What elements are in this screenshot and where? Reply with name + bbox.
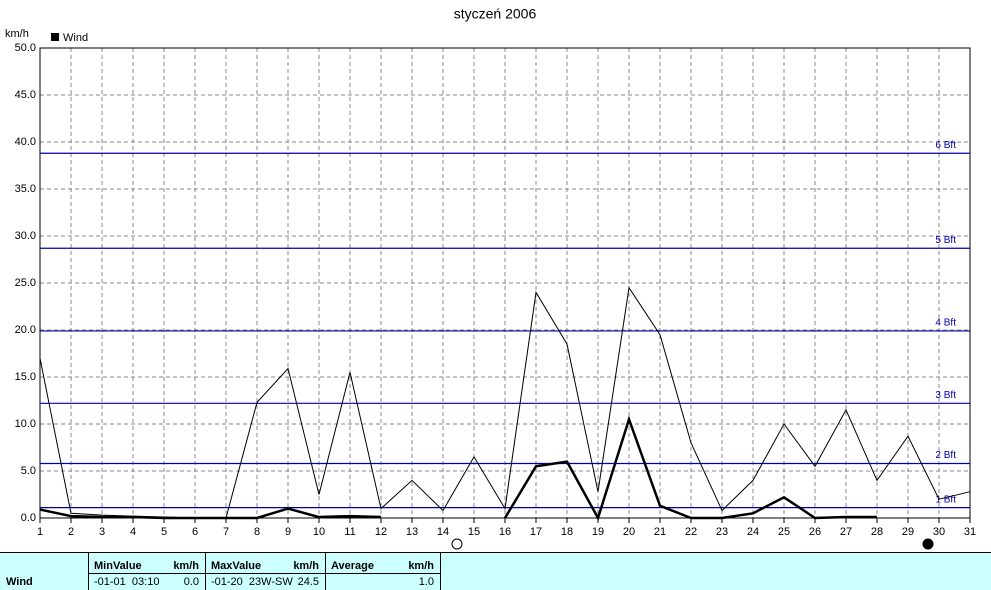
x-tick-label: 30 xyxy=(933,526,945,538)
x-tick-label: 10 xyxy=(313,526,325,538)
chart: styczeń 2006 km/h 0.0 5.0 10.0 15.0 20.0 25.0… xyxy=(5,6,976,550)
x-tick-label: 20 xyxy=(623,526,635,538)
reference-label: 5 Bft xyxy=(935,235,956,246)
y-tick-label: 5.0 xyxy=(21,465,36,477)
y-axis-label: km/h xyxy=(5,28,29,40)
y-tick-label: 45.0 xyxy=(15,89,36,101)
y-tick-label: 25.0 xyxy=(15,277,36,289)
table-cell: 1.0 xyxy=(418,576,434,588)
x-tick-label: 1 xyxy=(37,526,43,538)
x-tick-label: 23 xyxy=(716,526,728,538)
x-tick-label: 15 xyxy=(468,526,480,538)
y-tick-label: 0.0 xyxy=(21,512,36,524)
table-cell: km/h xyxy=(408,560,434,572)
series-line xyxy=(39,415,877,522)
x-tick-label: 26 xyxy=(809,526,821,538)
table-cell: km/h xyxy=(173,560,199,572)
x-tick-label: 7 xyxy=(223,526,229,538)
x-tick-label: 29 xyxy=(902,526,914,538)
table-cell: MaxValue xyxy=(211,560,262,572)
x-tick-label: 24 xyxy=(747,526,759,538)
series-line xyxy=(39,286,971,519)
y-tick-label: 35.0 xyxy=(15,183,36,195)
y-tick-label: 50.0 xyxy=(15,42,36,54)
x-tick-label: 28 xyxy=(871,526,883,538)
y-tick-label: 40.0 xyxy=(15,136,36,148)
table-divider xyxy=(88,573,440,574)
x-tick-label: 14 xyxy=(437,526,449,538)
x-tick-label: 27 xyxy=(840,526,852,538)
table-cell: 0.0 xyxy=(183,576,199,588)
x-tick-label: 3 xyxy=(99,526,105,538)
moon-new xyxy=(451,538,463,550)
reference-label: 6 Bft xyxy=(935,140,956,151)
chart-title: styczeń 2006 xyxy=(454,6,537,22)
x-tick-label: 11 xyxy=(344,526,355,538)
moon-full xyxy=(922,538,934,550)
reference-label: 3 Bft xyxy=(935,390,956,401)
y-tick-label: 30.0 xyxy=(15,230,36,242)
x-tick-label: 17 xyxy=(530,526,542,538)
x-tick-label: 22 xyxy=(685,526,697,538)
table-cell: Wind xyxy=(6,576,33,588)
y-tick-label: 10.0 xyxy=(15,418,36,430)
table-divider xyxy=(440,553,441,590)
x-tick-label: 2 xyxy=(68,526,74,538)
x-tick-label: 6 xyxy=(192,526,198,538)
x-tick-label: 16 xyxy=(499,526,511,538)
x-tick-label: 19 xyxy=(592,526,604,538)
x-tick-label: 21 xyxy=(654,526,666,538)
x-tick-label: 18 xyxy=(561,526,573,538)
x-tick-label: 8 xyxy=(254,526,260,538)
x-tick-label: 13 xyxy=(406,526,418,538)
x-tick-label: 31 xyxy=(964,526,976,538)
x-tick-label: 4 xyxy=(130,526,136,538)
table-cell: MinValue xyxy=(94,560,142,572)
table-divider xyxy=(325,553,326,590)
reference-label: 2 Bft xyxy=(935,450,956,461)
reference-label: 1 Bft xyxy=(935,494,956,505)
table-divider xyxy=(88,553,89,590)
x-tick-label: 9 xyxy=(285,526,291,538)
x-tick-label: 25 xyxy=(778,526,790,538)
reference-label: 4 Bft xyxy=(935,318,956,329)
table-cell: km/h xyxy=(293,560,319,572)
y-tick-label: 15.0 xyxy=(15,371,36,383)
table-cell: Average xyxy=(331,560,375,572)
table-cell: 24.5 xyxy=(297,576,319,588)
x-tick-label: 5 xyxy=(161,526,167,538)
summary-table: Wind MinValue km/h -01-01 03:10 0.0 MaxValue k… xyxy=(0,552,991,590)
table-divider xyxy=(205,553,206,590)
table-cell: -01-20 23W-SW xyxy=(211,576,293,588)
y-tick-label: 20.0 xyxy=(15,324,36,336)
legend-swatch xyxy=(51,33,59,41)
table-cell: -01-01 03:10 xyxy=(94,576,160,588)
legend-label: Wind xyxy=(63,32,88,44)
x-tick-label: 12 xyxy=(375,526,387,538)
